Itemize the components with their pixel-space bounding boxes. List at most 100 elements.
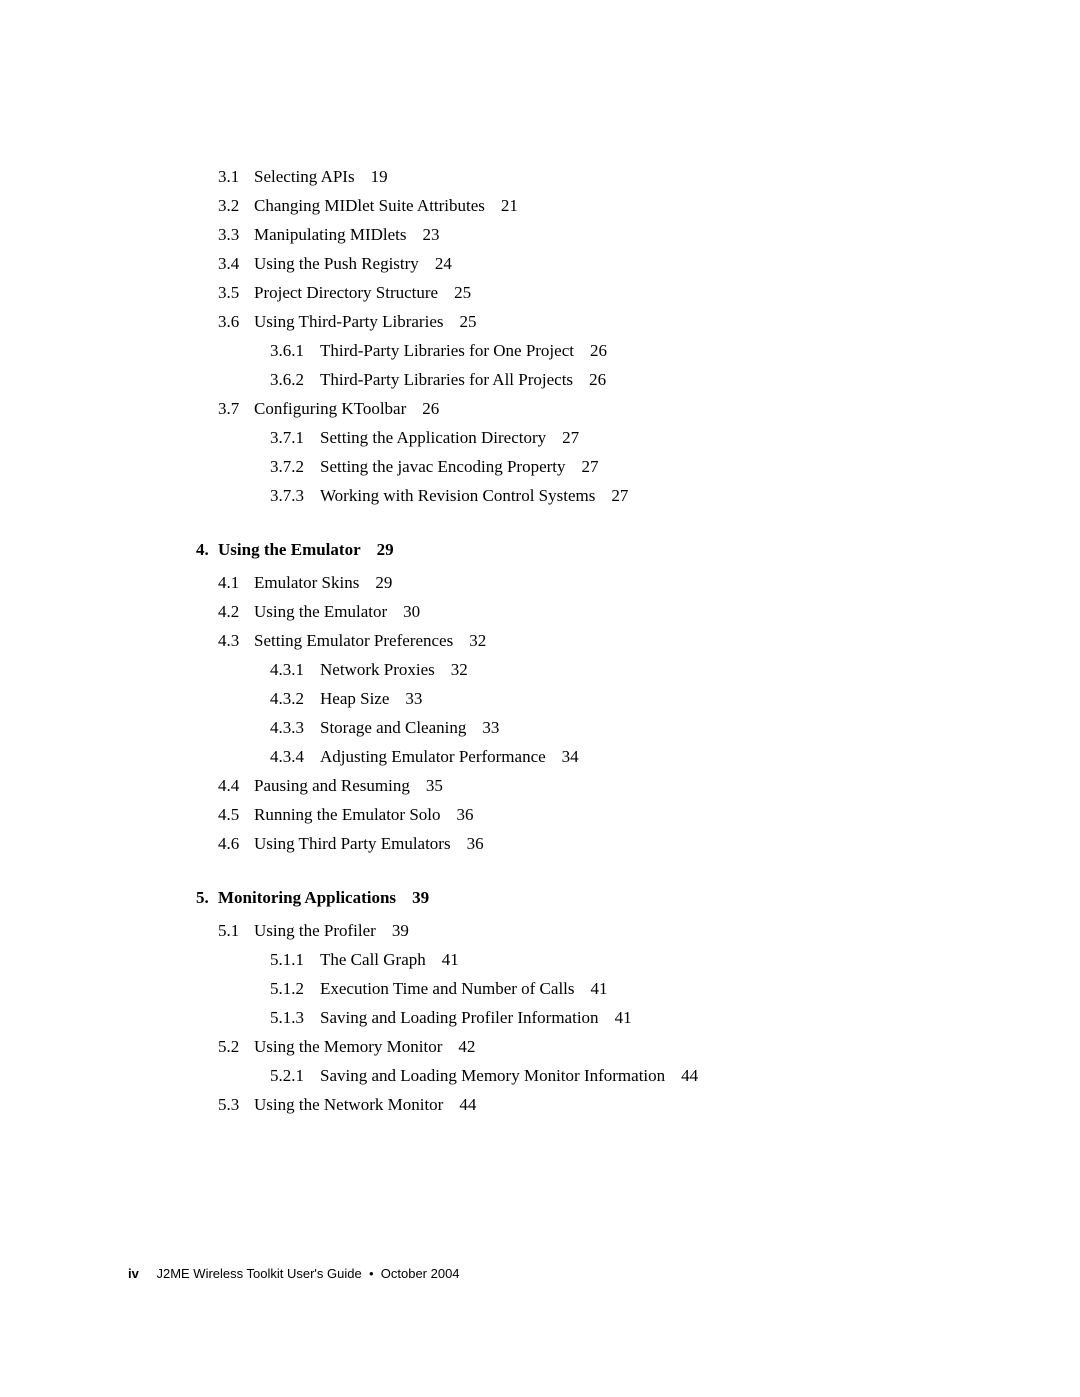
chapter-heading: 4.Using the Emulator 29 [196,540,940,560]
section-page: 30 [403,603,420,620]
section-number: 4.2 [218,603,254,620]
section-number: 5.2.1 [270,1067,320,1084]
section-page: 32 [451,661,468,678]
section-title: Pausing and Resuming [254,777,410,794]
section-title: Heap Size [320,690,389,707]
section-number: 4.6 [218,835,254,852]
toc-entry: 3.7.2Setting the javac Encoding Property… [270,458,940,475]
section-number: 4.1 [218,574,254,591]
section-page: 42 [458,1038,475,1055]
section-page: 27 [582,458,599,475]
toc-entry: 4.3.1Network Proxies32 [270,661,940,678]
chapter-title: Using the Emulator [218,540,361,560]
section-number: 5.1.1 [270,951,320,968]
section-title: Running the Emulator Solo [254,806,441,823]
page-footer: iv J2ME Wireless Toolkit User's Guide • … [128,1266,460,1281]
section-number: 4.3.4 [270,748,320,765]
section-title: Using the Emulator [254,603,387,620]
toc-entry: 4.5Running the Emulator Solo36 [218,806,940,823]
section-title: Using the Push Registry [254,255,419,272]
footer-doc-title: J2ME Wireless Toolkit User's Guide [156,1266,361,1281]
section-number: 5.2 [218,1038,254,1055]
section-page: 41 [591,980,608,997]
chapter-title: Monitoring Applications [218,888,396,908]
section-title: Manipulating MIDlets [254,226,407,243]
toc-entry: 3.4Using the Push Registry24 [218,255,940,272]
section-page: 33 [405,690,422,707]
toc-content: 3.1Selecting APIs19 3.2Changing MIDlet Su… [0,0,1080,1113]
section-page: 27 [562,429,579,446]
section-page: 25 [459,313,476,330]
toc-entry: 5.1Using the Profiler39 [218,922,940,939]
toc-entry: 3.7Configuring KToolbar26 [218,400,940,417]
section-page: 36 [467,835,484,852]
section-title: Execution Time and Number of Calls [320,980,575,997]
section-title: The Call Graph [320,951,426,968]
section-title: Saving and Loading Memory Monitor Inform… [320,1067,665,1084]
section-number: 3.4 [218,255,254,272]
section-title: Using the Profiler [254,922,376,939]
section-page: 34 [562,748,579,765]
section-title: Setting the javac Encoding Property [320,458,566,475]
section-page: 41 [615,1009,632,1026]
section-page: 33 [482,719,499,736]
section-title: Storage and Cleaning [320,719,466,736]
section-page: 23 [423,226,440,243]
section-title: Using Third-Party Libraries [254,313,443,330]
toc-entry: 5.2.1Saving and Loading Memory Monitor I… [270,1067,940,1084]
chapter-page: 29 [377,540,394,560]
toc-entry: 3.6Using Third-Party Libraries25 [218,313,940,330]
chapter-number: 5. [196,888,218,908]
section-number: 4.4 [218,777,254,794]
section-title: Adjusting Emulator Performance [320,748,546,765]
toc-entry: 3.5Project Directory Structure25 [218,284,940,301]
section-number: 5.1 [218,922,254,939]
section-page: 44 [681,1067,698,1084]
toc-entry: 4.1Emulator Skins29 [218,574,940,591]
footer-page-number: iv [128,1266,139,1281]
section-number: 3.2 [218,197,254,214]
footer-date: October 2004 [381,1266,460,1281]
section-title: Saving and Loading Profiler Information [320,1009,599,1026]
section-number: 5.1.3 [270,1009,320,1026]
toc-entry: 4.2Using the Emulator 30 [218,603,940,620]
section-page: 27 [611,487,628,504]
section-number: 3.6.1 [270,342,320,359]
section-number: 3.5 [218,284,254,301]
section-number: 3.1 [218,168,254,185]
section-title: Changing MIDlet Suite Attributes [254,197,485,214]
section-page: 26 [422,400,439,417]
section-title: Third-Party Libraries for One Project [320,342,574,359]
chapter-number: 4. [196,540,218,560]
section-title: Using Third Party Emulators [254,835,451,852]
toc-entry: 3.7.1Setting the Application Directory27 [270,429,940,446]
section-number: 3.7.2 [270,458,320,475]
toc-entry: 4.3Setting Emulator Preferences32 [218,632,940,649]
toc-entry: 3.6.2Third-Party Libraries for All Proje… [270,371,940,388]
toc-entry: 3.2Changing MIDlet Suite Attributes 21 [218,197,940,214]
section-number: 4.3.2 [270,690,320,707]
toc-entry: 4.3.2Heap Size 33 [270,690,940,707]
section-title: Configuring KToolbar [254,400,406,417]
section-page: 26 [589,371,606,388]
section-title: Using the Network Monitor [254,1096,443,1113]
section-page: 32 [469,632,486,649]
toc-entry: 4.3.4Adjusting Emulator Performance 34 [270,748,940,765]
toc-entry: 3.3Manipulating MIDlets23 [218,226,940,243]
section-number: 4.3 [218,632,254,649]
section-number: 5.1.2 [270,980,320,997]
section-page: 21 [501,197,518,214]
section-page: 26 [590,342,607,359]
toc-entry: 3.1Selecting APIs19 [218,168,940,185]
section-title: Using the Memory Monitor [254,1038,442,1055]
section-number: 5.3 [218,1096,254,1113]
section-number: 3.7.3 [270,487,320,504]
section-page: 36 [457,806,474,823]
toc-entry: 4.3.3Storage and Cleaning33 [270,719,940,736]
section-number: 4.3.1 [270,661,320,678]
chapter-heading: 5.Monitoring Applications 39 [196,888,940,908]
toc-entry: 3.6.1Third-Party Libraries for One Proje… [270,342,940,359]
toc-entry: 3.7.3Working with Revision Control Syste… [270,487,940,504]
toc-entry: 5.1.2Execution Time and Number of Calls 4… [270,980,940,997]
chapter-page: 39 [412,888,429,908]
